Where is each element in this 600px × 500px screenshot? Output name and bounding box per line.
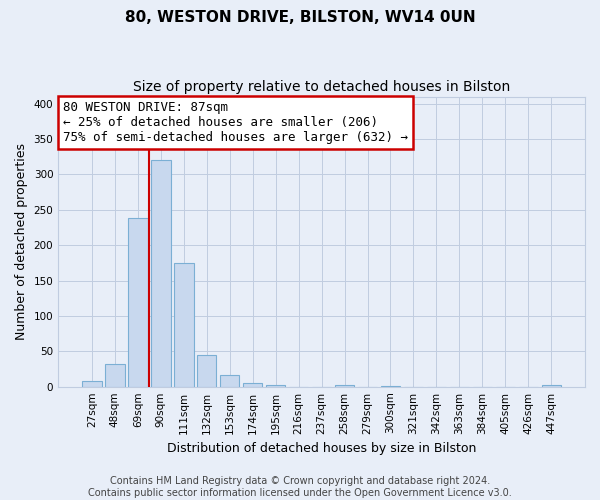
Bar — [128, 218, 148, 386]
Bar — [220, 374, 239, 386]
X-axis label: Distribution of detached houses by size in Bilston: Distribution of detached houses by size … — [167, 442, 476, 455]
Bar — [82, 381, 101, 386]
Text: 80 WESTON DRIVE: 87sqm
← 25% of detached houses are smaller (206)
75% of semi-de: 80 WESTON DRIVE: 87sqm ← 25% of detached… — [64, 101, 409, 144]
Bar — [335, 384, 355, 386]
Y-axis label: Number of detached properties: Number of detached properties — [15, 143, 28, 340]
Bar — [243, 383, 262, 386]
Text: 80, WESTON DRIVE, BILSTON, WV14 0UN: 80, WESTON DRIVE, BILSTON, WV14 0UN — [125, 10, 475, 25]
Bar — [174, 263, 194, 386]
Bar — [151, 160, 170, 386]
Title: Size of property relative to detached houses in Bilston: Size of property relative to detached ho… — [133, 80, 510, 94]
Bar — [197, 355, 217, 386]
Bar — [105, 364, 125, 386]
Text: Contains HM Land Registry data © Crown copyright and database right 2024.
Contai: Contains HM Land Registry data © Crown c… — [88, 476, 512, 498]
